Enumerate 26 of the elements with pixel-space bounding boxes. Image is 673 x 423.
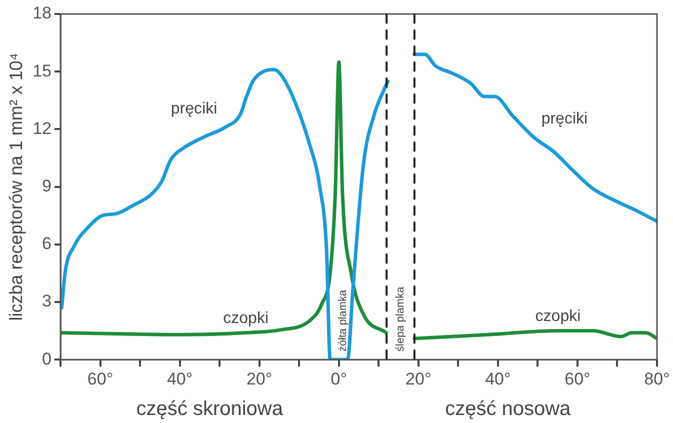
line-series [412, 52, 657, 224]
text: część skroniowa [136, 398, 284, 420]
y-tick-label: 3 [42, 292, 52, 311]
y-axis-title: liczba receptorów na 1 mm² x 10⁴ [6, 52, 26, 321]
y-tick-label: 6 [42, 234, 52, 254]
x-tick-label: 80° [644, 369, 670, 388]
series-label: czopki [535, 308, 581, 326]
series-label: pręciki [170, 100, 218, 118]
y-tick-label: 9 [42, 176, 52, 196]
text: część nosowa [445, 398, 572, 420]
y-tick-label: 18 [32, 4, 52, 23]
series-label: czopki [223, 310, 268, 328]
x-tick-label: 20° [406, 369, 432, 388]
x-tick-label: 0° [330, 369, 348, 388]
y-tick-label: 15 [32, 61, 52, 80]
line-series [412, 329, 657, 340]
x-tick-label: 40° [166, 369, 193, 388]
y-tick-label: 12 [32, 118, 52, 138]
annotation: ślepa plamka [394, 286, 407, 352]
series-label: pręciki [541, 110, 588, 128]
x-tick-label: 40° [485, 369, 511, 388]
y-tick-label: 0 [42, 349, 52, 368]
x-tick-label: 20° [246, 369, 272, 388]
x-tick-label: 60° [564, 369, 590, 388]
x-tick-label: 60° [87, 369, 114, 388]
annotation: żółta plamka [336, 288, 349, 352]
